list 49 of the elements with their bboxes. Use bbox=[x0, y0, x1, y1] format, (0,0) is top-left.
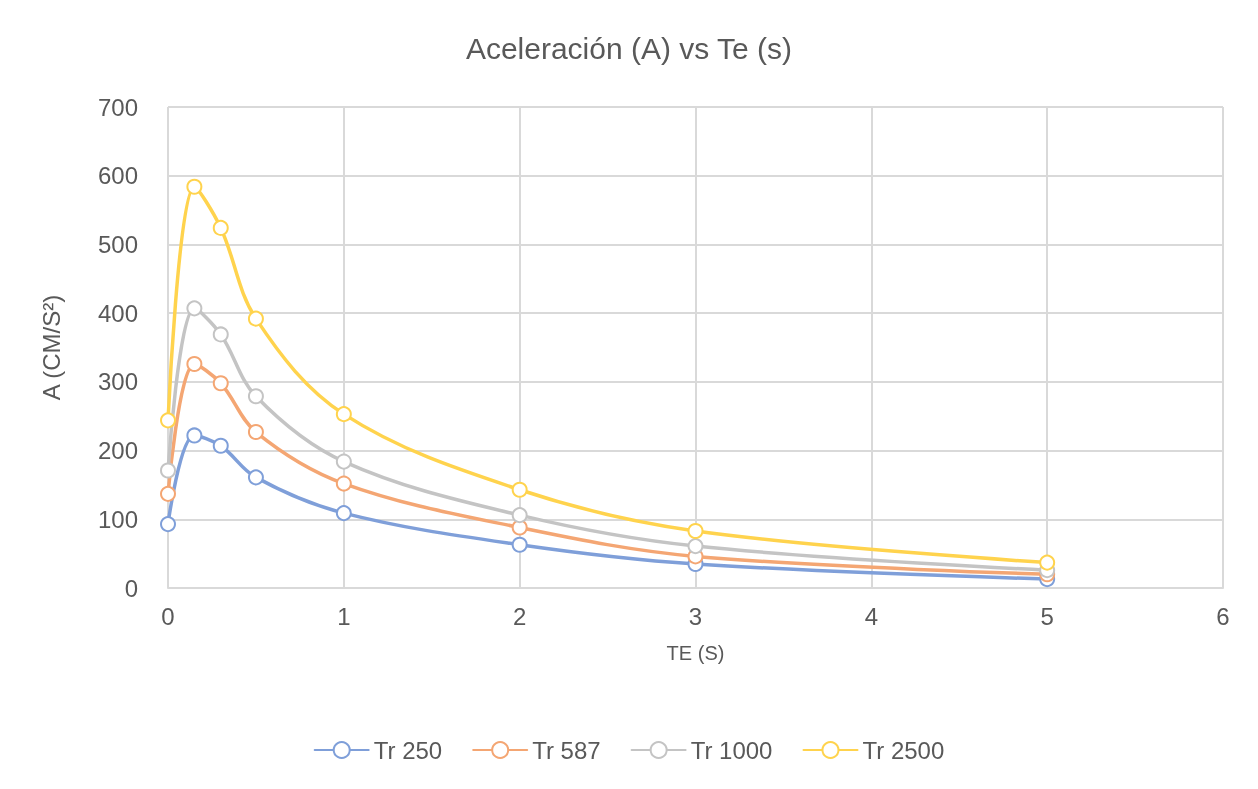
y-tick-label: 400 bbox=[97, 299, 138, 327]
y-tick-label: 300 bbox=[97, 368, 138, 396]
point bbox=[212, 375, 229, 392]
legend-label: Tr 2500 bbox=[862, 736, 945, 764]
x-tick-label: 5 bbox=[1040, 602, 1054, 630]
point bbox=[160, 412, 176, 429]
point bbox=[687, 522, 704, 539]
point bbox=[247, 310, 264, 327]
legend-label: Tr 1000 bbox=[690, 736, 773, 764]
x-tick-label: 0 bbox=[161, 602, 175, 630]
x-tick-label: 2 bbox=[512, 602, 527, 630]
x-tick-label: 6 bbox=[1216, 602, 1230, 630]
y-tick-label: 100 bbox=[97, 505, 138, 533]
point bbox=[335, 406, 352, 423]
x-tick-label: 3 bbox=[688, 602, 703, 630]
legend-label: Tr 587 bbox=[532, 736, 601, 764]
point bbox=[247, 424, 264, 441]
point bbox=[212, 437, 229, 454]
point bbox=[160, 462, 176, 479]
point bbox=[212, 326, 229, 343]
y-tick-label: 200 bbox=[97, 437, 138, 465]
point bbox=[247, 469, 264, 486]
y-tick-label: 0 bbox=[124, 574, 138, 602]
point bbox=[160, 485, 176, 502]
y-axis-title: A (CM/S²) bbox=[37, 294, 65, 401]
point bbox=[335, 475, 352, 492]
point bbox=[687, 538, 704, 555]
point bbox=[1039, 554, 1056, 571]
x-axis-title: TE (S) bbox=[666, 642, 725, 664]
point bbox=[186, 427, 203, 444]
point bbox=[186, 300, 203, 317]
point bbox=[511, 481, 528, 498]
point bbox=[511, 507, 528, 524]
point bbox=[212, 219, 229, 236]
point bbox=[511, 536, 528, 553]
x-tick-label: 4 bbox=[864, 602, 879, 630]
point bbox=[186, 178, 203, 195]
point bbox=[247, 388, 264, 405]
point bbox=[335, 505, 352, 522]
point bbox=[186, 355, 203, 372]
point bbox=[335, 453, 352, 470]
x-tick-label: 1 bbox=[337, 602, 351, 630]
point bbox=[511, 519, 528, 536]
point bbox=[160, 516, 176, 533]
legend-label: Tr 250 bbox=[373, 736, 443, 764]
y-tick-label: 500 bbox=[97, 230, 138, 258]
chart-title: Aceleración (A) vs Te (s) bbox=[465, 31, 793, 65]
y-tick-label: 700 bbox=[97, 93, 138, 121]
y-tick-label: 600 bbox=[97, 162, 138, 190]
